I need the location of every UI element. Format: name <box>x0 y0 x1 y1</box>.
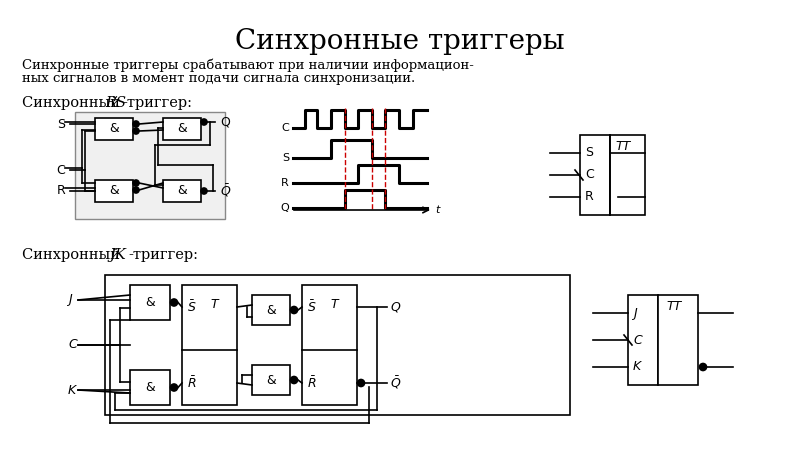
Text: J: J <box>633 307 637 320</box>
Text: Синхронный: Синхронный <box>22 96 125 110</box>
Bar <box>163 118 201 140</box>
Bar <box>130 285 170 320</box>
Bar <box>95 180 133 202</box>
Bar <box>628 295 658 385</box>
Text: J: J <box>68 294 72 307</box>
Bar <box>75 112 225 219</box>
Circle shape <box>612 194 618 200</box>
Text: Q: Q <box>280 203 289 213</box>
Text: &: & <box>266 304 276 317</box>
Text: $\bar{R}$: $\bar{R}$ <box>307 375 317 391</box>
Text: C: C <box>282 123 289 133</box>
Circle shape <box>133 187 139 193</box>
Circle shape <box>133 121 139 127</box>
Text: &: & <box>177 123 187 136</box>
Bar <box>130 370 170 405</box>
Text: Синхронный: Синхронный <box>22 248 125 262</box>
Text: &: & <box>266 374 276 387</box>
Text: -триггер:: -триггер: <box>128 248 198 262</box>
Text: S: S <box>585 146 593 159</box>
Text: RS: RS <box>105 96 126 110</box>
Text: ных сигналов в момент подачи сигнала синхронизации.: ных сигналов в момент подачи сигнала син… <box>22 72 415 85</box>
Text: $\bar{Q}$: $\bar{Q}$ <box>390 375 402 391</box>
Text: TT: TT <box>666 300 682 313</box>
Text: &: & <box>145 381 155 394</box>
Text: JK: JK <box>109 248 126 262</box>
Text: C: C <box>56 163 65 176</box>
Bar <box>182 285 237 405</box>
Bar <box>252 365 290 395</box>
Text: t: t <box>435 205 439 215</box>
Text: K: K <box>633 361 642 374</box>
Circle shape <box>201 188 207 194</box>
Circle shape <box>290 307 298 313</box>
Circle shape <box>699 364 706 370</box>
Text: R: R <box>282 178 289 188</box>
Text: S: S <box>57 118 65 131</box>
Text: &: & <box>145 296 155 309</box>
Bar <box>302 285 357 405</box>
Text: Q: Q <box>220 115 230 128</box>
Bar <box>163 180 201 202</box>
Text: Синхронные триггеры: Синхронные триггеры <box>235 28 565 55</box>
Text: T: T <box>210 299 218 312</box>
Text: R: R <box>56 185 65 198</box>
Text: Q: Q <box>390 300 400 313</box>
Bar <box>610 135 645 215</box>
Bar <box>252 295 290 325</box>
Text: $\bar{R}$: $\bar{R}$ <box>187 375 197 391</box>
Text: C: C <box>585 168 594 181</box>
Text: K: K <box>68 383 76 396</box>
Bar <box>95 118 133 140</box>
Bar <box>580 135 610 215</box>
Text: C: C <box>633 334 642 347</box>
Text: &: & <box>109 185 119 198</box>
Circle shape <box>358 379 365 387</box>
Text: $\bar{Q}$: $\bar{Q}$ <box>220 183 231 199</box>
Circle shape <box>290 377 298 383</box>
Text: R: R <box>585 190 594 203</box>
Text: S: S <box>282 153 289 163</box>
Circle shape <box>170 384 178 391</box>
Text: $\bar{S}$: $\bar{S}$ <box>187 299 197 315</box>
Text: &: & <box>109 123 119 136</box>
Bar <box>658 295 698 385</box>
Text: -триггер:: -триггер: <box>122 96 192 110</box>
Circle shape <box>170 299 178 306</box>
Bar <box>105 275 570 415</box>
Text: T: T <box>330 299 338 312</box>
Text: $\bar{S}$: $\bar{S}$ <box>307 299 317 315</box>
Circle shape <box>133 180 139 186</box>
Text: TT: TT <box>615 141 630 154</box>
Text: C: C <box>68 339 77 352</box>
Text: Синхронные триггеры срабатывают при наличии информацион-: Синхронные триггеры срабатывают при нали… <box>22 58 474 71</box>
Circle shape <box>201 119 207 125</box>
Circle shape <box>133 128 139 134</box>
Text: &: & <box>177 185 187 198</box>
